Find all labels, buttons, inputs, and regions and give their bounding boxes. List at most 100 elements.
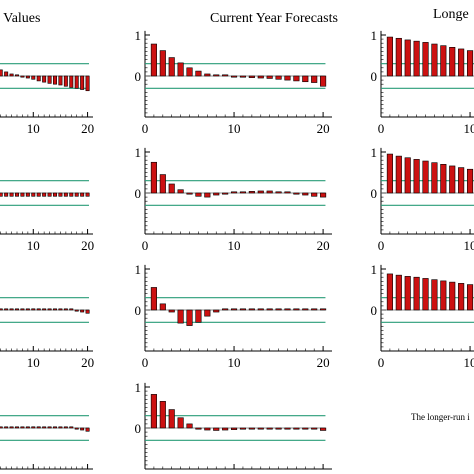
bar-lag-13 <box>257 75 264 79</box>
bar-lag-12 <box>248 427 255 430</box>
y-tick-label: 1 <box>371 262 378 277</box>
bar-lag-9 <box>458 167 465 194</box>
bar-lag-14 <box>53 75 57 85</box>
bar-lag-2 <box>159 174 166 194</box>
panel-r2-c1: 100 10 20 <box>135 262 332 370</box>
panel-r3-c0: 10 <box>0 415 93 470</box>
bar-lag-18 <box>74 75 79 89</box>
bar-lag-12 <box>42 308 47 311</box>
bar-lag-6 <box>195 70 202 77</box>
x-tick-label: 0 <box>142 121 149 136</box>
column-title-2: Current Year Forecasts <box>210 11 338 26</box>
bar-lag-18 <box>74 192 79 197</box>
x-tick-label: 10 <box>464 238 474 253</box>
x-tick-label: 10 <box>27 121 40 136</box>
bar-lag-6 <box>431 162 438 194</box>
bar-lag-14 <box>266 308 273 311</box>
bar-lag-7 <box>440 45 447 77</box>
panel-r3-c1: 10 <box>135 380 332 470</box>
bar-lag-9 <box>25 75 30 79</box>
bar-lag-4 <box>0 426 3 429</box>
bar-lag-10 <box>31 192 36 197</box>
bar-lag-6 <box>431 43 438 77</box>
bar-lag-9 <box>25 308 30 311</box>
x-tick-label: 0 <box>378 121 385 136</box>
x-tick-label: 10 <box>27 355 40 370</box>
bar-lag-15 <box>275 75 282 80</box>
bar-lag-5 <box>4 308 9 311</box>
bar-lag-17 <box>69 75 74 88</box>
bar-lag-17 <box>69 308 74 311</box>
bar-lag-11 <box>36 75 41 82</box>
bar-lag-4 <box>177 189 184 194</box>
bar-lag-8 <box>20 192 25 197</box>
bar-lag-17 <box>69 192 74 197</box>
column-title-3: Longe <box>433 7 469 22</box>
bar-lag-1 <box>386 153 393 194</box>
y-tick-label: 1 <box>371 28 378 43</box>
bar-lag-5 <box>186 67 193 77</box>
panel-r0-c1: 100 10 20 <box>135 28 332 136</box>
y-tick-label: 1 <box>135 145 142 160</box>
bar-lag-1 <box>386 273 393 311</box>
bar-lag-15 <box>58 75 63 86</box>
bar-lag-6 <box>9 308 14 311</box>
bar-lag-20 <box>320 427 327 431</box>
bar-lag-13 <box>257 190 264 194</box>
bar-lag-20 <box>320 75 327 87</box>
bar-lag-7 <box>15 308 19 311</box>
bar-lag-17 <box>293 308 300 311</box>
bar-lag-5 <box>186 309 193 326</box>
bar-lag-13 <box>47 192 52 197</box>
x-tick-label: 10 <box>464 121 474 136</box>
bar-lag-20 <box>320 192 327 198</box>
x-tick-label: 20 <box>81 355 94 370</box>
bar-lag-13 <box>257 308 264 311</box>
bar-lag-12 <box>42 192 47 197</box>
x-tick-label: 10 <box>228 355 241 370</box>
y-tick-label: 0 <box>135 421 142 436</box>
bar-lag-14 <box>266 190 273 194</box>
bar-lag-16 <box>284 427 291 430</box>
bar-lag-4 <box>413 159 420 194</box>
bar-lag-13 <box>257 427 264 430</box>
bar-lag-3 <box>168 57 175 77</box>
bar-lag-8 <box>449 46 456 77</box>
bar-lag-18 <box>302 308 309 311</box>
x-tick-label: 10 <box>464 355 474 370</box>
bar-lag-14 <box>53 192 57 197</box>
bar-lag-18 <box>74 309 79 312</box>
y-tick-label: 1 <box>135 262 142 277</box>
bar-lag-10 <box>31 308 36 311</box>
bar-lag-4 <box>177 417 184 429</box>
bar-lag-15 <box>58 308 63 311</box>
y-tick-label: 0 <box>135 186 142 201</box>
bar-lag-8 <box>213 74 220 77</box>
bar-lag-5 <box>186 423 193 429</box>
bar-lag-13 <box>47 426 52 429</box>
bar-lag-5 <box>422 160 429 194</box>
bar-lag-16 <box>63 192 68 197</box>
bar-lag-9 <box>458 283 465 311</box>
bar-lag-12 <box>248 308 255 311</box>
y-tick-label: 0 <box>371 303 378 318</box>
bar-lag-10 <box>230 191 238 194</box>
bar-lag-14 <box>266 75 273 79</box>
bar-lag-16 <box>63 308 68 311</box>
bar-lag-18 <box>302 427 309 430</box>
x-tick-label: 0 <box>142 355 149 370</box>
bar-lag-7 <box>15 426 19 429</box>
bar-lag-11 <box>239 75 247 78</box>
bar-lag-20 <box>85 192 90 197</box>
bar-lag-5 <box>4 192 9 197</box>
bar-lag-2 <box>395 155 402 194</box>
bar-lag-8 <box>449 165 456 194</box>
bar-lag-19 <box>80 192 85 197</box>
bar-lag-2 <box>159 303 166 311</box>
bar-lag-15 <box>275 308 282 311</box>
bar-lag-1 <box>150 287 157 311</box>
bar-lag-17 <box>69 426 74 429</box>
